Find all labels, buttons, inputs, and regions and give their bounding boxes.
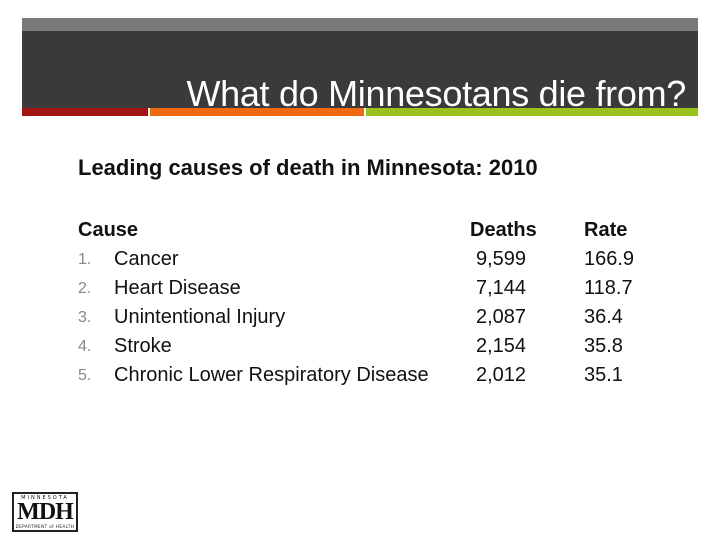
row-cause: Cancer — [114, 248, 179, 270]
accent-bar-red — [22, 108, 148, 116]
title-top-band — [22, 18, 698, 31]
row-deaths: 7,144 — [476, 277, 527, 299]
row-number: 1. — [78, 251, 92, 268]
table-row: 4. Stroke 2,154 35.8 — [78, 335, 678, 364]
logo-main-text: MDH — [17, 499, 74, 525]
header-rate: Rate — [584, 219, 628, 241]
row-deaths: 9,599 — [476, 248, 527, 270]
slide-content: Leading causes of death in Minnesota: 20… — [78, 155, 678, 386]
row-number: 4. — [78, 338, 92, 355]
title-bar: What do Minnesotans die from? — [22, 31, 698, 114]
mdh-logo: MINNESOTA MDH DEPARTMENT of HEALTH — [12, 492, 78, 532]
row-rate: 35.1 — [584, 364, 623, 386]
table-header-row: Cause Deaths Rate — [78, 219, 678, 248]
header-cause: Cause — [78, 219, 139, 241]
row-rate: 166.9 — [584, 248, 635, 270]
row-cause: Heart Disease — [114, 277, 241, 299]
accent-bar-orange — [150, 108, 364, 116]
row-deaths: 2,154 — [476, 335, 527, 357]
row-cause: Unintentional Injury — [114, 306, 286, 328]
row-number: 2. — [78, 280, 92, 297]
row-deaths: 2,012 — [476, 364, 527, 386]
row-rate: 35.8 — [584, 335, 623, 357]
row-number: 5. — [78, 367, 92, 384]
logo-top-text: MINNESOTA — [21, 495, 69, 501]
row-cause: Stroke — [114, 335, 172, 357]
row-cause: Chronic Lower Respiratory Disease — [114, 364, 429, 386]
header-deaths: Deaths — [470, 219, 537, 241]
slide-title: What do Minnesotans die from? — [186, 73, 686, 115]
accent-bar-green — [366, 108, 698, 116]
row-rate: 118.7 — [584, 277, 633, 299]
table-row: 5. Chronic Lower Respiratory Disease 2,0… — [78, 364, 678, 393]
table-row: 2. Heart Disease 7,144 118.7 — [78, 277, 678, 306]
row-rate: 36.4 — [584, 306, 623, 328]
row-number: 3. — [78, 309, 92, 326]
row-deaths: 2,087 — [476, 306, 527, 328]
causes-table: Cause Deaths Rate 1. Cancer 9,599 166.9 … — [78, 219, 678, 393]
table-row: 1. Cancer 9,599 166.9 — [78, 248, 678, 277]
logo-bottom-text: DEPARTMENT of HEALTH — [15, 524, 75, 529]
table-row: 3. Unintentional Injury 2,087 36.4 — [78, 306, 678, 335]
slide-subtitle: Leading causes of death in Minnesota: 20… — [78, 155, 538, 180]
